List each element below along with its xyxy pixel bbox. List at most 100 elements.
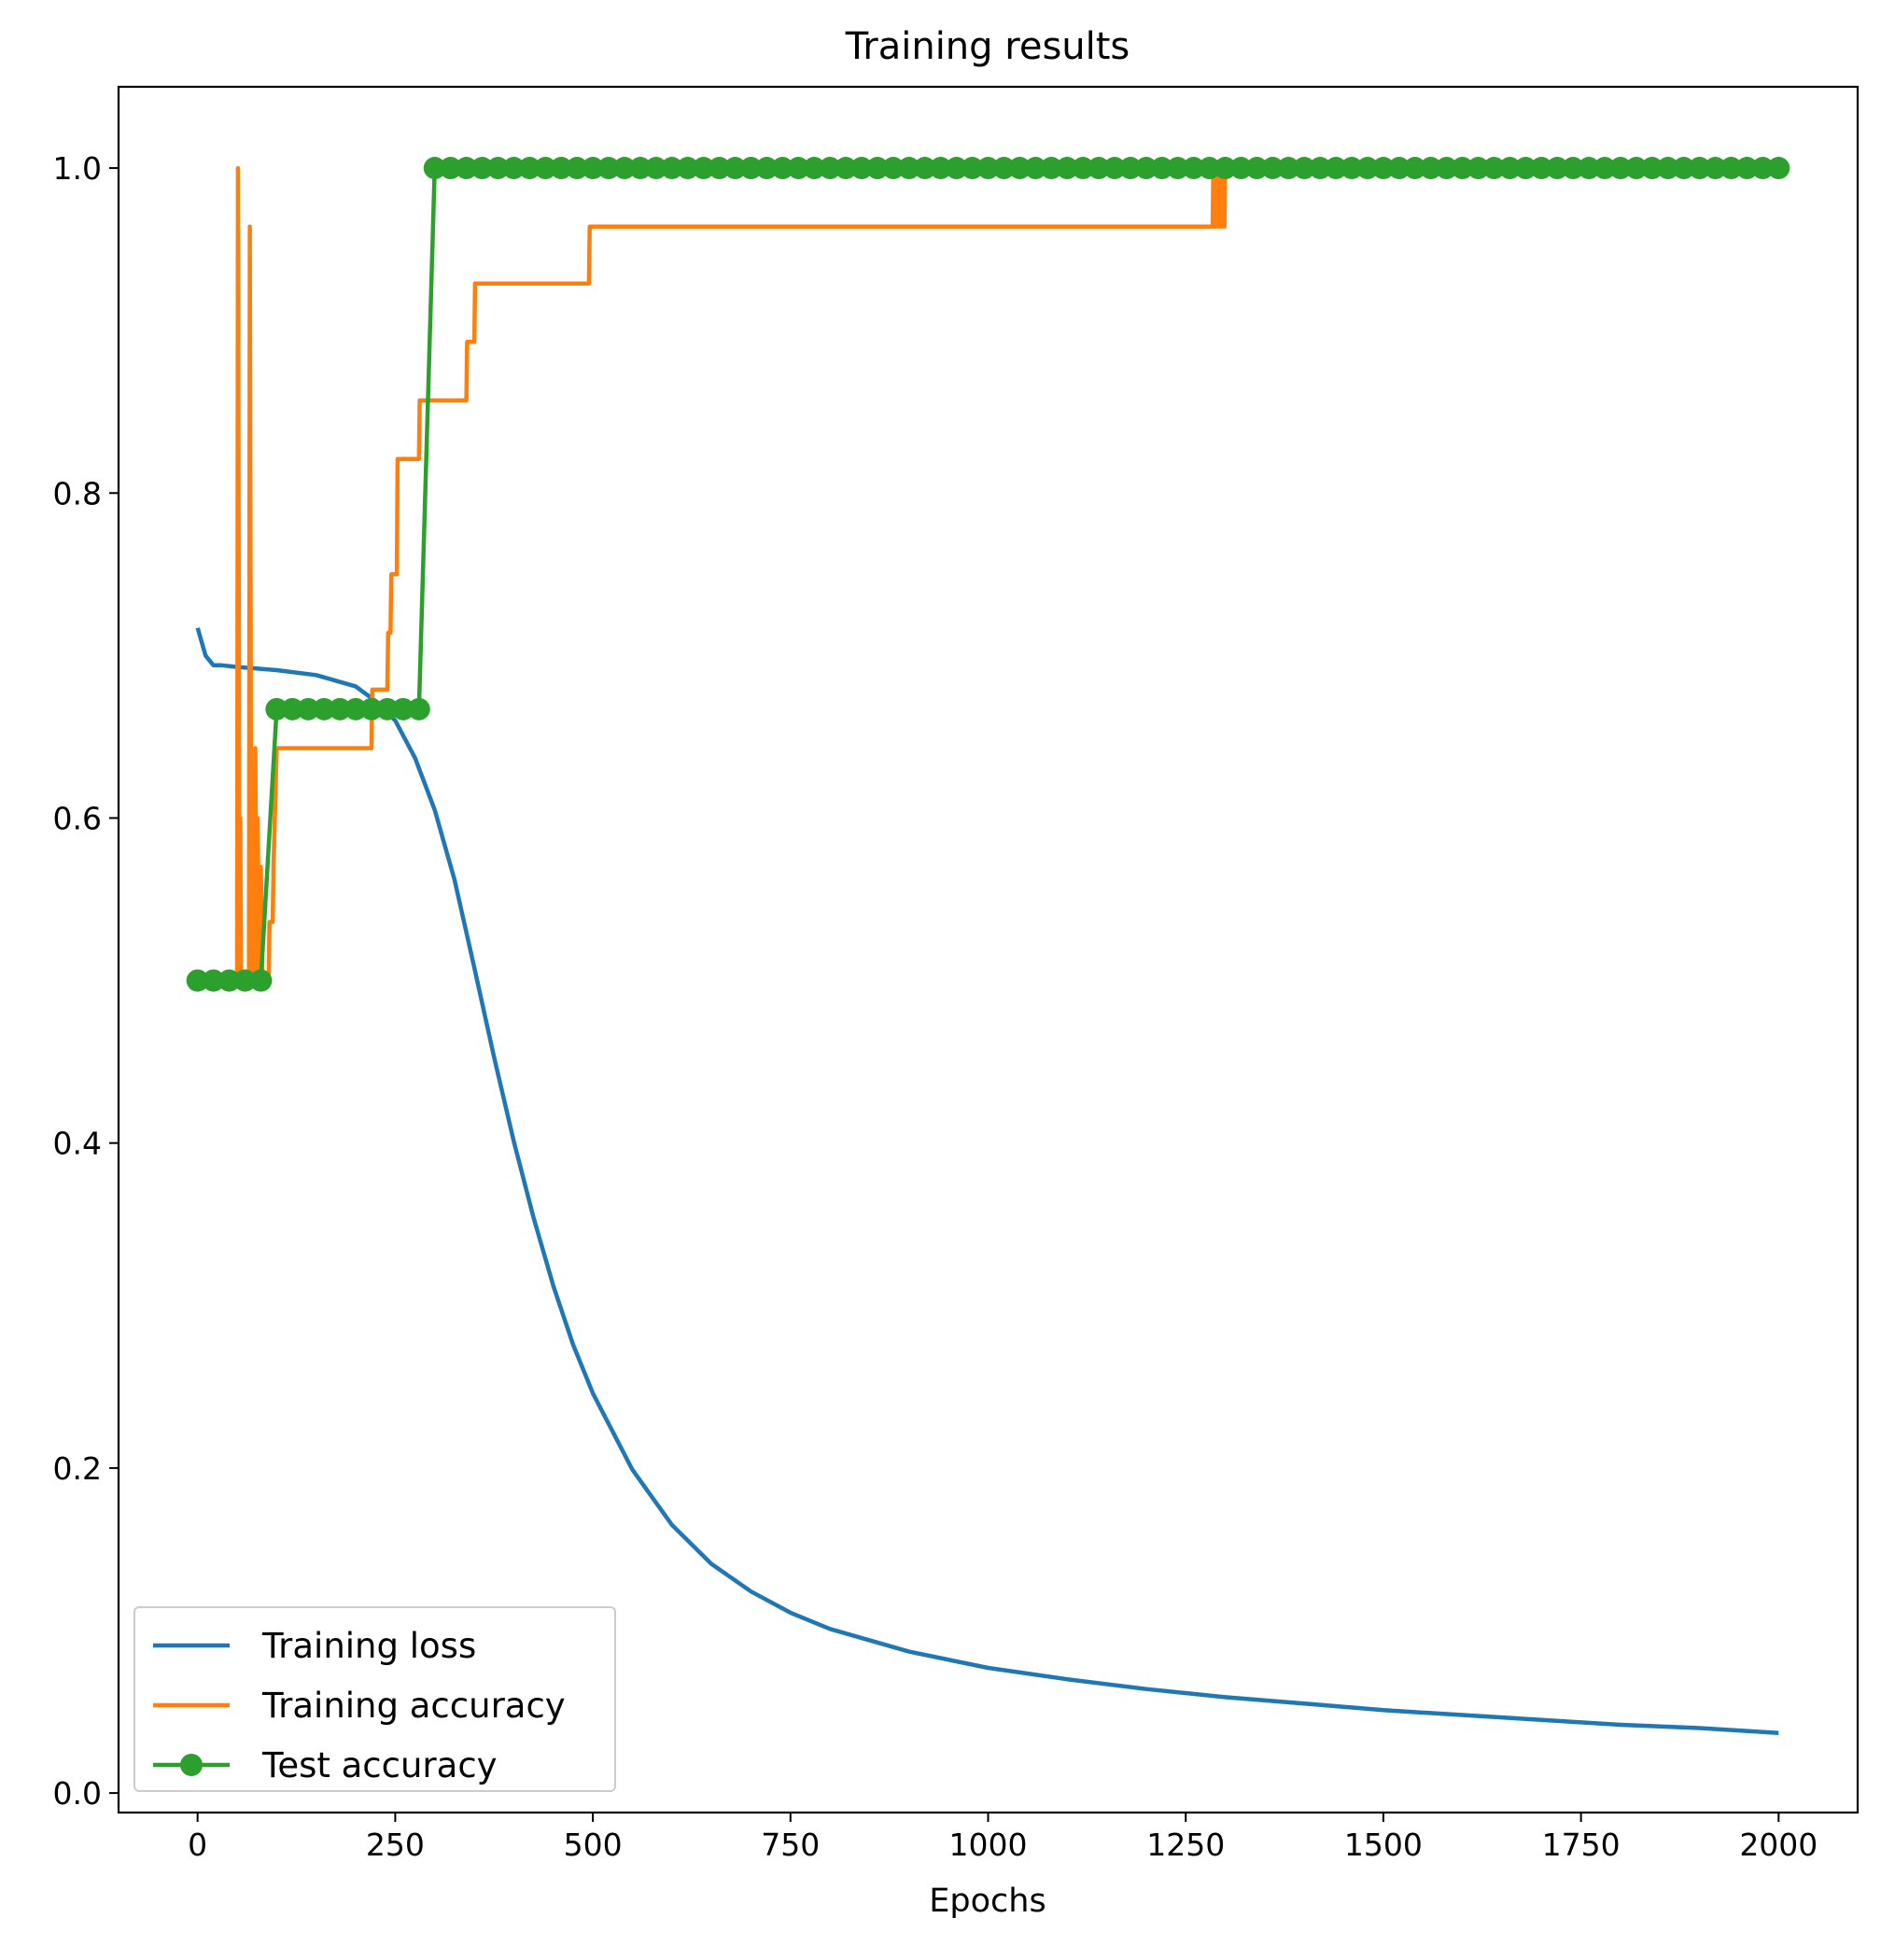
test-accuracy-point xyxy=(1166,157,1189,180)
test-accuracy-point xyxy=(344,697,368,721)
legend-box xyxy=(133,1606,616,1792)
test-accuracy-point xyxy=(502,157,526,180)
test-accuracy-point xyxy=(1467,157,1490,180)
test-accuracy-point xyxy=(612,157,636,180)
test-accuracy-point xyxy=(1261,157,1284,180)
test-accuracy-point xyxy=(1072,157,1095,180)
x-tick-label: 1500 xyxy=(1344,1827,1423,1863)
test-accuracy-point xyxy=(1118,157,1142,180)
test-accuracy-point xyxy=(1293,157,1316,180)
chart-title: Training results xyxy=(845,25,1130,68)
y-tick-label: 0.2 xyxy=(53,1450,102,1487)
test-accuracy-point xyxy=(582,157,605,180)
test-accuracy-point xyxy=(1229,157,1253,180)
test-accuracy-point xyxy=(708,157,731,180)
x-tick-label: 750 xyxy=(761,1827,820,1863)
test-accuracy-point xyxy=(550,157,573,180)
test-accuracy-point xyxy=(739,157,763,180)
test-accuracy-point xyxy=(755,157,779,180)
test-accuracy-point xyxy=(486,157,510,180)
test-accuracy-point xyxy=(375,697,399,721)
test-accuracy-point xyxy=(913,157,936,180)
test-accuracy-point xyxy=(787,157,810,180)
test-accuracy-point xyxy=(865,157,889,180)
test-accuracy-point xyxy=(1341,157,1364,180)
test-accuracy-point xyxy=(1735,157,1759,180)
test-accuracy-point xyxy=(961,157,984,180)
test-accuracy-point xyxy=(1624,157,1648,180)
test-accuracy-point xyxy=(992,157,1016,180)
test-accuracy-point xyxy=(1530,157,1553,180)
test-accuracy-point xyxy=(692,157,715,180)
test-accuracy-point xyxy=(1767,157,1790,180)
test-accuracy-point xyxy=(1150,157,1173,180)
test-accuracy-point xyxy=(1578,157,1601,180)
legend: Training loss Training accuracy Test accur… xyxy=(133,1606,616,1792)
test-accuracy-point xyxy=(1056,157,1079,180)
test-accuracy-point xyxy=(1751,157,1775,180)
test-accuracy-point xyxy=(1419,157,1442,180)
x-tick-label: 2000 xyxy=(1739,1827,1818,1863)
test-accuracy-point xyxy=(518,157,541,180)
test-accuracy-point xyxy=(1355,157,1379,180)
test-accuracy-point xyxy=(1608,157,1632,180)
test-accuracy-point xyxy=(945,157,968,180)
test-accuracy-point xyxy=(819,157,842,180)
test-accuracy-point xyxy=(723,157,747,180)
x-tick-label: 1000 xyxy=(949,1827,1028,1863)
y-tick-label: 0.4 xyxy=(53,1126,102,1162)
test-accuracy-point xyxy=(329,697,352,721)
test-accuracy-point xyxy=(297,697,320,721)
y-tick-label: 0.8 xyxy=(53,475,102,511)
test-accuracy-point xyxy=(265,697,288,721)
test-accuracy-legend-marker xyxy=(180,1754,203,1776)
test-accuracy-point xyxy=(1008,157,1032,180)
test-accuracy-point xyxy=(628,157,652,180)
y-tick-label: 1.0 xyxy=(53,150,102,187)
test-accuracy-point xyxy=(1387,157,1411,180)
test-accuracy-point xyxy=(929,157,952,180)
test-accuracy-point xyxy=(1704,157,1727,180)
test-accuracy-point xyxy=(1277,157,1300,180)
test-accuracy-point xyxy=(313,697,336,721)
test-accuracy-point xyxy=(359,697,383,721)
test-accuracy-point xyxy=(1182,157,1205,180)
test-accuracy-point xyxy=(455,157,478,180)
test-accuracy-point xyxy=(1134,157,1158,180)
test-accuracy-point xyxy=(1593,157,1617,180)
x-tick-label: 250 xyxy=(366,1827,425,1863)
test-accuracy-point xyxy=(407,697,430,721)
test-accuracy-point xyxy=(1403,157,1426,180)
training-loss-legend-label: Training loss xyxy=(261,1626,476,1666)
test-accuracy-point xyxy=(233,969,257,992)
test-accuracy-point xyxy=(1435,157,1458,180)
series-layer xyxy=(186,157,1790,1735)
test-accuracy-point xyxy=(1451,157,1474,180)
test-accuracy-legend-label: Test accuracy xyxy=(261,1745,498,1785)
test-accuracy-point xyxy=(1214,157,1237,180)
x-tick-label: 1250 xyxy=(1146,1827,1225,1863)
test-accuracy-point xyxy=(1720,157,1743,180)
test-accuracy-point xyxy=(660,157,683,180)
test-accuracy-point xyxy=(597,157,621,180)
test-accuracy-point xyxy=(1688,157,1711,180)
test-accuracy-point xyxy=(470,157,494,180)
test-accuracy-point xyxy=(218,969,241,992)
test-accuracy-point xyxy=(281,697,304,721)
test-accuracy-point xyxy=(534,157,557,180)
y-tick-label: 0.6 xyxy=(53,800,102,836)
test-accuracy-point xyxy=(976,157,1000,180)
test-accuracy-point xyxy=(771,157,794,180)
test-accuracy-point xyxy=(881,157,905,180)
test-accuracy-point xyxy=(1498,157,1522,180)
test-accuracy-point xyxy=(803,157,826,180)
training-loss-line xyxy=(195,627,1779,1735)
test-accuracy-point xyxy=(1325,157,1348,180)
training-accuracy-line xyxy=(197,165,1779,983)
test-accuracy-point xyxy=(202,969,225,992)
test-accuracy-point xyxy=(1245,157,1269,180)
training-accuracy-legend-label: Training accuracy xyxy=(261,1686,566,1726)
test-accuracy-point xyxy=(1482,157,1506,180)
test-accuracy-point xyxy=(249,969,273,992)
